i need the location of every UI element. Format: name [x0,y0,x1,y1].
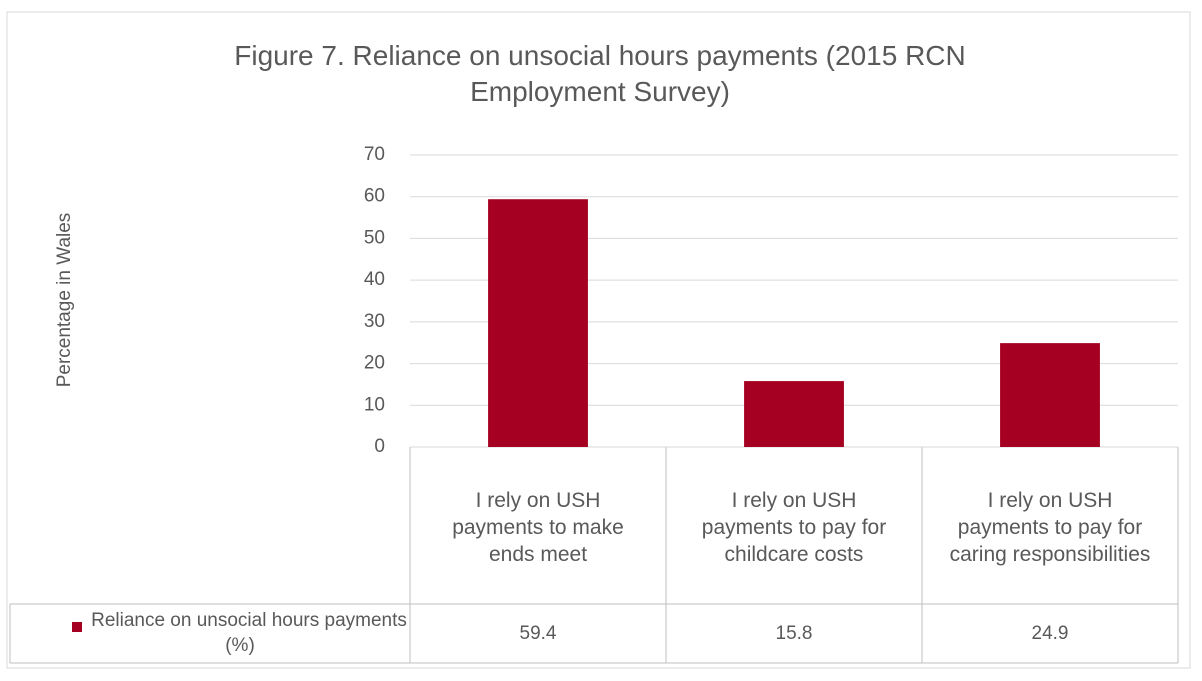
data-table-value: 24.9 [1031,622,1069,644]
y-tick-label: 70 [364,144,385,165]
data-table-value: 15.8 [775,622,813,644]
y-axis-label: Percentage in Wales [54,213,75,388]
legend-label: Reliance on unsocial hours payments (%) [91,609,407,656]
bar [744,381,844,447]
x-tick-label: I rely on USH payments to pay for caring… [949,488,1151,567]
data-table-lines [9,447,1179,664]
chart-title: Figure 7. Reliance on unsocial hours pay… [234,40,966,108]
bar [1000,343,1100,447]
data-table-value: 59.4 [519,622,557,644]
y-tick-label: 10 [364,394,385,415]
y-tick-label: 40 [364,269,385,290]
y-tick-label: 50 [364,227,385,248]
y-tick-label: 30 [364,311,385,332]
x-tick-label: I rely on USH payments to make ends meet [452,488,624,567]
legend-key [72,622,82,632]
y-tick-label: 20 [364,353,385,374]
bar [488,199,588,447]
x-tick-label: I rely on USH payments to pay for childc… [701,488,887,567]
y-tick-label: 60 [364,186,385,207]
y-tick-label: 0 [374,436,385,457]
chart-border [6,11,1191,669]
